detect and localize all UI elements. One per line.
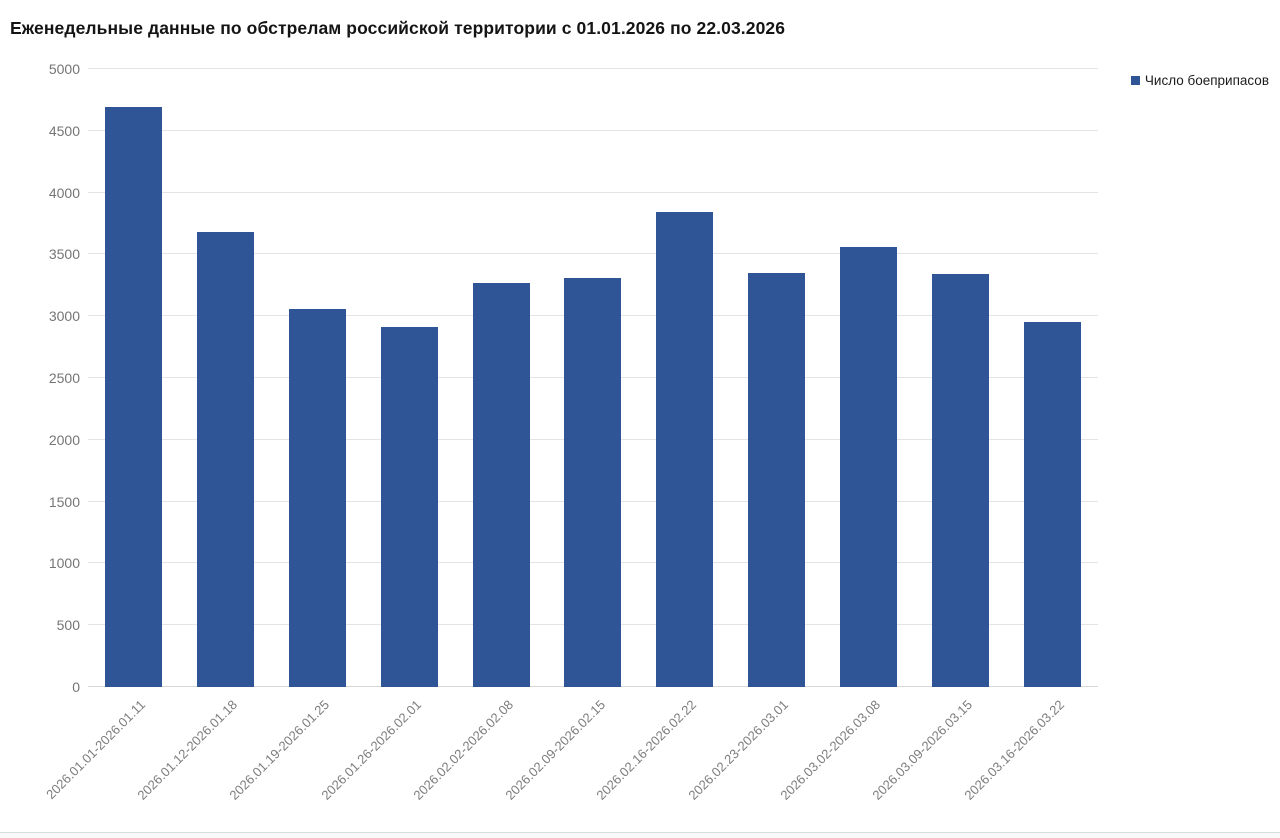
x-tick-label: 2026.02.23-2026.03.01 — [685, 697, 792, 803]
y-tick-label: 0 — [72, 679, 80, 695]
bar-slot — [88, 69, 180, 687]
bar-slot — [547, 69, 639, 687]
bar — [748, 272, 806, 687]
bar — [839, 246, 897, 687]
y-tick-label: 4500 — [48, 122, 80, 139]
bar — [564, 277, 622, 687]
bar-slot — [639, 69, 731, 687]
y-tick-label: 5000 — [48, 61, 80, 77]
x-tick-label: 2026.02.16-2026.02.22 — [593, 697, 700, 803]
x-tick-label: 2026.01.19-2026.01.25 — [226, 697, 333, 803]
legend-swatch-icon — [1130, 76, 1140, 85]
bar-slot — [1006, 69, 1098, 687]
bar-slot — [272, 69, 364, 687]
bar-slot — [363, 69, 455, 687]
bar-slot — [914, 69, 1006, 687]
legend-label: Число боеприпасов — [1144, 73, 1269, 88]
y-tick-label: 4000 — [48, 184, 80, 201]
bar — [289, 308, 347, 687]
plot-area — [88, 68, 1098, 687]
x-tick-label: 2026.03.02-2026.03.08 — [777, 697, 884, 803]
x-tick-label: 2026.01.01-2026.01.11 — [43, 697, 149, 803]
bar — [1023, 322, 1081, 687]
gridline — [88, 68, 1098, 69]
bar — [105, 107, 163, 687]
y-axis: 0 500 1000 1500 2000 2500 3000 3500 4000 4500 5000 — [0, 61, 80, 695]
bar-slot — [731, 69, 823, 687]
y-tick-label: 1000 — [48, 555, 80, 572]
gridline — [88, 253, 1098, 255]
y-tick-label: 3000 — [48, 308, 80, 325]
x-axis: 2026.01.01-2026.01.11 2026.01.12-2026.01.… — [44, 688, 1098, 838]
bars-row — [88, 69, 1098, 687]
x-tick-label: 2026.02.02-2026.02.08 — [410, 697, 516, 803]
bar — [380, 327, 438, 687]
chart-title: Еженедельные данные по обстрелам российс… — [10, 18, 786, 38]
y-tick-label: 500 — [56, 617, 80, 634]
bar — [656, 212, 714, 687]
bar — [472, 282, 530, 687]
bottom-panel-edge — [0, 832, 1280, 838]
x-tick-label: 2026.02.09-2026.02.15 — [501, 697, 608, 803]
gridline — [88, 191, 1098, 193]
x-tick-label: 2026.03.09-2026.03.15 — [869, 697, 975, 803]
bar — [931, 274, 989, 687]
gridline — [88, 129, 1098, 131]
y-tick-label: 2500 — [48, 370, 80, 386]
y-tick-label: 1500 — [48, 493, 80, 510]
x-tick-label: 2026.01.12-2026.01.18 — [134, 697, 241, 803]
y-tick-label: 3500 — [48, 246, 80, 263]
bar — [197, 232, 255, 687]
x-tick-label: 2026.03.16-2026.03.22 — [961, 697, 1067, 803]
bar-slot — [455, 69, 547, 687]
legend: Число боеприпасов — [1130, 73, 1269, 88]
bar-slot — [823, 69, 915, 687]
y-tick-label: 2000 — [48, 431, 80, 448]
x-tick-label: 2026.01.26-2026.02.01 — [318, 697, 424, 803]
bar-slot — [180, 69, 272, 687]
